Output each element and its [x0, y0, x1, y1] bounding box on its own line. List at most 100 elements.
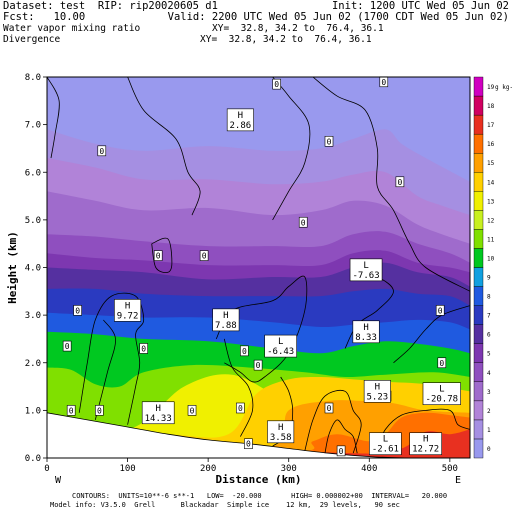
- extremum-type-10: L: [383, 435, 388, 445]
- colorbar-segment-19: [473, 76, 484, 97]
- y-tick-label-3: 3.0: [25, 311, 41, 321]
- colorbar-segment-9: [473, 267, 484, 287]
- colorbar-unit: g kg-1: [495, 84, 512, 91]
- divergence-contour-8: [223, 338, 254, 437]
- zero-label-box-19: [95, 405, 104, 416]
- colorbar-segment-18: [473, 95, 484, 116]
- zero-label-13: 0: [438, 306, 443, 315]
- divergence-contour-3: [312, 77, 470, 292]
- x-axis-label: Distance (km): [215, 473, 301, 486]
- zero-label-box-15: [236, 402, 245, 414]
- y-tick-label-0: 0.0: [25, 454, 41, 464]
- zero-label-0: 0: [274, 80, 279, 89]
- extremum-type-6: H: [375, 382, 380, 392]
- extremum-box-9: [267, 420, 295, 444]
- colorbar-segment-5: [473, 343, 484, 363]
- extremum-box-6: [363, 380, 391, 403]
- colorbar-label-11: 11: [487, 236, 495, 243]
- zero-label-box-14: [437, 357, 447, 369]
- y-tick-label-8: 8.0: [25, 73, 41, 83]
- colorbar-label-10: 10: [487, 255, 495, 262]
- zero-label-box-10: [139, 343, 148, 354]
- zero-label-23: 0: [339, 447, 344, 456]
- extremum-value-9: 3.58: [270, 433, 292, 443]
- footer-contours: CONTOURS: UNITS=10**-6 s**-1 LOW= -20.00…: [72, 492, 448, 500]
- extremum-box-1: [114, 299, 142, 322]
- dataset-line: Dataset: test RIP: rip20020605 d1: [3, 0, 218, 12]
- colorbar-segment-17: [473, 114, 484, 135]
- colorbar-segment-12: [473, 210, 484, 230]
- colorbar-label-12: 12: [487, 217, 495, 224]
- colorbar-label-14: 14: [487, 179, 495, 186]
- zero-label-box-22: [244, 438, 253, 450]
- valid-line: Valid: 2200 UTC Wed 05 Jun 02 (1700 CDT …: [167, 11, 509, 23]
- extremum-box-11: [409, 432, 442, 456]
- colorbar-segment-1: [473, 419, 484, 440]
- zero-label-box-18: [66, 405, 76, 416]
- zero-label-21: 0: [190, 406, 195, 415]
- y-tick-label-5: 5.0: [25, 216, 41, 226]
- zero-label-2: 0: [99, 147, 104, 156]
- extremum-box-5: [352, 320, 380, 344]
- extremum-box-10: [369, 432, 402, 456]
- divergence-contour-1: [127, 77, 201, 216]
- zero-label-8: 0: [75, 306, 80, 315]
- colorbar-label-18: 18: [487, 103, 495, 110]
- divergence-contour-6: [94, 319, 116, 421]
- extremum-value-1: 9.72: [117, 311, 139, 321]
- divergence-contour-10: [304, 389, 362, 454]
- y-tick-label-1: 1.0: [25, 406, 41, 416]
- colorbar-segment-13: [473, 191, 484, 211]
- extremum-type-0: H: [238, 111, 243, 121]
- divergence-contour-5: [78, 292, 145, 425]
- colorbar-segment-2: [473, 400, 484, 421]
- extremum-value-5: 8.33: [355, 333, 377, 343]
- colorbar-segment-4: [473, 362, 484, 382]
- colorbar-label-3: 3: [487, 389, 491, 396]
- extremum-box-7: [422, 382, 461, 406]
- extremum-type-5: H: [363, 323, 368, 333]
- x-tick-label-1: 100: [119, 464, 135, 474]
- zero-label-box-12: [253, 359, 263, 371]
- extremum-type-11: H: [423, 435, 428, 445]
- zero-label-3: 0: [327, 137, 332, 146]
- extremum-box-3: [264, 334, 297, 358]
- extremum-type-4: L: [363, 261, 368, 271]
- zero-label-box-21: [187, 405, 197, 416]
- colorbar-label-0: 0: [487, 446, 491, 453]
- extremum-type-7: L: [439, 385, 444, 395]
- extremum-value-4: -7.63: [353, 271, 380, 281]
- zero-label-box-5: [298, 216, 308, 228]
- x-tick-label-2: 200: [200, 464, 216, 474]
- colorbar-segment-8: [473, 286, 484, 306]
- zero-label-box-11: [240, 345, 249, 357]
- field1-name: Water vapor mixing ratio: [3, 23, 141, 34]
- extremum-value-2: 7.88: [215, 321, 237, 331]
- colorbar-label-6: 6: [487, 332, 491, 339]
- zero-label-box-0: [272, 78, 281, 90]
- zero-label-10: 0: [141, 344, 146, 353]
- zero-label-19: 0: [97, 406, 102, 415]
- colorbar-segment-10: [473, 248, 484, 268]
- zero-label-18: 0: [69, 406, 74, 415]
- divergence-contour-14: [393, 305, 470, 364]
- colorbar-label-5: 5: [487, 351, 491, 358]
- zero-label-6: 0: [202, 252, 207, 261]
- extremum-box-8: [141, 401, 175, 425]
- colorbar-label-16: 16: [487, 141, 495, 148]
- y-tick-label-2: 2.0: [25, 359, 41, 369]
- colorbar-label-1: 1: [487, 427, 491, 434]
- zero-label-box-6: [199, 250, 209, 261]
- extremum-box-4: [349, 258, 383, 282]
- x-tick-label-4: 400: [361, 464, 377, 474]
- zero-label-11: 0: [242, 347, 247, 356]
- colorbar-segment-6: [473, 324, 484, 344]
- zero-label-9: 0: [65, 342, 70, 351]
- extremum-type-9: H: [278, 423, 283, 433]
- extremum-type-3: L: [278, 337, 283, 347]
- zero-label-box-7: [153, 250, 163, 261]
- colorbar-segment-3: [473, 381, 484, 402]
- divergence-contour-12: [376, 408, 470, 449]
- zero-label-16: 0: [327, 404, 332, 413]
